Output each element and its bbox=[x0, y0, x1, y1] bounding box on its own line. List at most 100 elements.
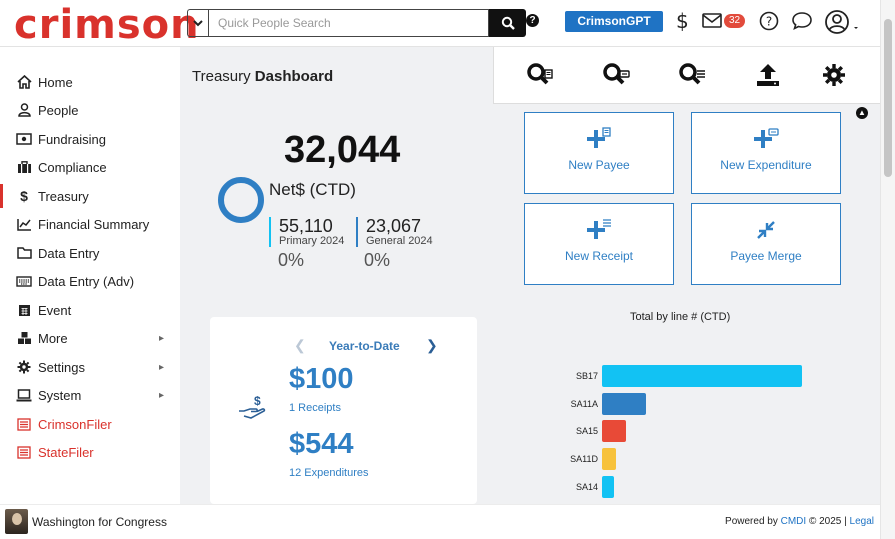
search-help-icon[interactable]: ? bbox=[526, 14, 539, 27]
search-payee-icon[interactable] bbox=[525, 61, 555, 89]
briefcase-icon bbox=[16, 159, 32, 175]
search-receipt-icon[interactable] bbox=[677, 61, 707, 89]
ytd-expenditures-amount: $544 bbox=[289, 428, 354, 460]
bar-label-sa11a: SA11A bbox=[570, 398, 598, 409]
sidebar-item-financial-summary[interactable]: Financial Summary bbox=[0, 210, 180, 238]
bar-sa11d[interactable] bbox=[602, 448, 616, 471]
plus-expenditure-icon bbox=[753, 127, 779, 151]
org-name[interactable]: Washington for Congress bbox=[32, 515, 167, 529]
crimsongpt-button[interactable]: CrimsonGPT Beta bbox=[565, 11, 663, 49]
crimson-logo[interactable]: crimson bbox=[14, 2, 200, 48]
calendar-icon bbox=[16, 302, 32, 318]
search-expenditure-icon[interactable] bbox=[601, 61, 631, 89]
sidebar-item-label: Event bbox=[38, 302, 72, 318]
bar-sa14[interactable] bbox=[602, 475, 614, 498]
ytd-prev-button[interactable]: ❮ bbox=[294, 337, 306, 353]
sidebar-item-crimsonfiler[interactable]: CrimsonFiler bbox=[0, 410, 180, 438]
merge-icon bbox=[754, 218, 778, 242]
top-header: crimson ? CrimsonGPT Beta $ 32 ? bbox=[0, 0, 895, 49]
sidebar-item-label: Fundraising bbox=[38, 131, 106, 147]
new-payee-label: New Payee bbox=[568, 158, 630, 172]
sidebar-item-data-entry[interactable]: Data Entry bbox=[0, 239, 180, 267]
upload-icon[interactable] bbox=[753, 61, 783, 89]
chevron-right-icon: ▸ bbox=[158, 332, 164, 344]
sidebar-item-label: Data Entry (Adv) bbox=[38, 273, 135, 289]
mail-icon[interactable] bbox=[702, 8, 722, 34]
copyright-text: © 2025 | bbox=[808, 516, 847, 527]
sidebar-item-label: System bbox=[38, 387, 82, 403]
cubes-icon bbox=[16, 330, 32, 346]
mail-count-badge: 32 bbox=[724, 14, 746, 28]
search-type-dropdown[interactable] bbox=[187, 9, 208, 37]
general-label: General 2024 bbox=[366, 235, 433, 247]
sidebar-item-event[interactable]: Event bbox=[0, 296, 180, 324]
general-value: 23,067 bbox=[366, 216, 422, 236]
new-payee-card[interactable]: New Payee bbox=[524, 112, 674, 194]
chevron-right-icon: ▸ bbox=[158, 361, 164, 373]
primary-percent: 0% bbox=[278, 250, 305, 270]
sidebar-item-fundraising[interactable]: Fundraising bbox=[0, 125, 180, 153]
plus-receipt-icon bbox=[586, 218, 612, 242]
cmdi-link[interactable]: CMDI bbox=[780, 516, 807, 527]
sidebar-item-data-entry-adv[interactable]: Data Entry (Adv) bbox=[0, 267, 180, 295]
scrollbar-thumb[interactable] bbox=[884, 19, 892, 177]
user-account-icon[interactable] bbox=[824, 9, 860, 35]
new-expenditure-card[interactable]: New Expenditure bbox=[691, 112, 841, 194]
dollar-icon[interactable]: $ bbox=[676, 9, 689, 33]
sidebar-item-settings[interactable]: Settings ▸ bbox=[0, 353, 180, 381]
bar-label-sa14: SA14 bbox=[575, 481, 598, 492]
new-receipt-card[interactable]: New Receipt bbox=[524, 203, 674, 285]
bar-label-sa11d: SA11D bbox=[570, 454, 598, 465]
sidebar-item-home[interactable]: Home bbox=[0, 68, 180, 96]
quick-toolbar bbox=[493, 47, 880, 104]
sidebar-item-compliance[interactable]: Compliance bbox=[0, 153, 180, 181]
plus-payee-icon bbox=[586, 127, 612, 151]
net-total-value: 32,044 bbox=[284, 129, 401, 171]
sidebar-item-treasury[interactable]: $ Treasury bbox=[0, 182, 180, 210]
page-title-bold: Dashboard bbox=[254, 68, 334, 85]
payee-merge-card[interactable]: Payee Merge bbox=[691, 203, 841, 285]
sidebar-item-people[interactable]: People bbox=[0, 96, 180, 124]
ytd-next-button[interactable]: ❯ bbox=[426, 337, 438, 353]
sidebar-item-statefiler[interactable]: StateFiler bbox=[0, 438, 180, 466]
sidebar-item-label: Treasury bbox=[38, 188, 89, 204]
search-button[interactable] bbox=[489, 9, 526, 37]
home-icon bbox=[16, 74, 32, 90]
search-icon bbox=[501, 16, 515, 30]
main-content: Treasury Dashboard ▲ 32,044 Net$ (CTD) 5… bbox=[180, 47, 880, 504]
bar-sa11a[interactable] bbox=[602, 392, 646, 415]
hand-money-icon: $ bbox=[237, 394, 267, 425]
powered-prefix: Powered by bbox=[725, 516, 778, 527]
folder-icon bbox=[16, 245, 32, 261]
list-icon bbox=[16, 416, 32, 432]
bar-sa15[interactable] bbox=[602, 420, 626, 443]
new-expenditure-label: New Expenditure bbox=[720, 158, 812, 172]
money-icon bbox=[16, 131, 32, 147]
sidebar: Home People Fundraising Compliance $ Tre… bbox=[0, 47, 180, 504]
org-avatar[interactable] bbox=[5, 509, 28, 534]
page-scrollbar[interactable] bbox=[880, 0, 895, 539]
svg-text:?: ? bbox=[766, 15, 772, 29]
legal-link[interactable]: Legal bbox=[849, 516, 874, 527]
laptop-icon bbox=[16, 387, 32, 403]
chat-icon[interactable] bbox=[791, 8, 813, 34]
sidebar-item-label: Financial Summary bbox=[38, 216, 150, 232]
sidebar-item-more[interactable]: More ▸ bbox=[0, 324, 180, 352]
sidebar-item-system[interactable]: System ▸ bbox=[0, 381, 180, 409]
chevron-right-icon: ▸ bbox=[158, 389, 164, 401]
list-icon bbox=[16, 444, 32, 460]
footer: Washington for Congress Powered by CMDI … bbox=[0, 504, 880, 539]
new-receipt-label: New Receipt bbox=[564, 249, 634, 263]
net-ring-chart bbox=[218, 177, 264, 223]
collapse-toolbar-button[interactable]: ▲ bbox=[856, 107, 868, 119]
ytd-receipts-label[interactable]: 1 Receipts bbox=[289, 402, 341, 414]
help-icon[interactable]: ? bbox=[759, 8, 779, 34]
primary-label: Primary 2024 bbox=[279, 235, 345, 247]
quick-people-search-input[interactable] bbox=[208, 9, 489, 37]
settings-gear-icon[interactable] bbox=[819, 61, 849, 89]
ytd-card: ❮ Year-to-Date ❯ $ $100 1 Receipts $544 … bbox=[210, 317, 477, 504]
general-stat: 23,067 General 2024 bbox=[356, 217, 433, 247]
sidebar-item-label: CrimsonFiler bbox=[38, 416, 112, 432]
bar-sb17[interactable] bbox=[602, 365, 802, 387]
ytd-expenditures-label[interactable]: 12 Expenditures bbox=[289, 467, 369, 479]
